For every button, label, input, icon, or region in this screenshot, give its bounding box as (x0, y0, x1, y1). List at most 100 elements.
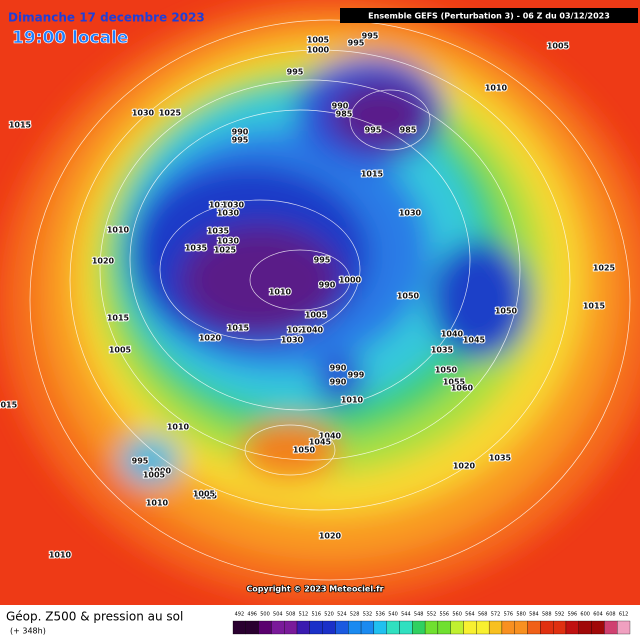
colorbar-cell (553, 620, 567, 635)
isobar-label: 999 (348, 371, 365, 380)
colorbar-cell (488, 620, 503, 635)
colorbar-cell (258, 620, 272, 635)
isobar-label: 1035 (207, 227, 230, 236)
colorbar-cell (412, 620, 426, 635)
colorbar-cell (527, 620, 541, 635)
isobar-label: 995 (362, 32, 379, 41)
colorbar-tick-label: 576 (504, 612, 514, 618)
isobar-label: 1015 (583, 302, 606, 311)
colorbar-cell (450, 620, 464, 635)
isobar-label: 995 (365, 126, 382, 135)
isobar-label: 1010 (269, 288, 292, 297)
colorbar-tick-label: 612 (619, 612, 629, 618)
isobar-label: 1005 (307, 36, 330, 45)
colorbar-cell (514, 620, 528, 635)
isobar-label: 1030 (217, 209, 240, 218)
colorbar-tick-label: 504 (273, 612, 283, 618)
colorbar-tick-label: 600 (580, 612, 590, 618)
colorbar-tick-label: 540 (388, 612, 398, 618)
colorbar-cell (476, 620, 490, 635)
colorbar-tick-label: 512 (299, 612, 309, 618)
colorbar-cell (501, 620, 515, 635)
colorbar-tick-label: 556 (440, 612, 450, 618)
isobar-label: 1005 (143, 471, 166, 480)
colorbar-tick-label: 508 (286, 612, 296, 618)
isobar-label: 1040 (319, 432, 342, 441)
isobar-label: 1005 (305, 311, 328, 320)
isobar-label: 990 (332, 102, 349, 111)
run-box (340, 8, 638, 23)
isobar-label: 1040 (441, 330, 464, 339)
isobar-label: 995 (314, 256, 331, 265)
isobar-label: 995 (348, 39, 365, 48)
isobar-label: 995 (287, 68, 304, 77)
colorbar-tick-label: 596 (568, 612, 578, 618)
colorbar-tick-label: 496 (247, 612, 257, 618)
isobar-label: 985 (400, 126, 417, 135)
colorbar-tick-label: 516 (311, 612, 321, 618)
isobar-label: 990 (319, 281, 336, 290)
isobar-label: 1015 (227, 324, 250, 333)
colorbar-cell (348, 620, 362, 635)
colorbar-tick-label: 532 (363, 612, 373, 618)
colorbar-cell (386, 620, 400, 635)
colorbar-cell (335, 620, 349, 635)
isobar-label: 990 (232, 128, 249, 137)
colorbar-tick-label: 492 (235, 612, 245, 618)
isobar-label: 1015 (107, 314, 130, 323)
lead-time: (+ 348h) (10, 627, 46, 636)
isobar-label: 990 (330, 378, 347, 387)
isobar-label: 1010 (107, 226, 130, 235)
colorbar-cell (399, 620, 413, 635)
colorbar-cell (617, 620, 631, 635)
colorbar-cell (578, 620, 592, 635)
colorbar-tick-label: 552 (427, 612, 437, 618)
isobar-label: 1010 (167, 423, 190, 432)
isobar-label: 1035 (185, 244, 208, 253)
isobar-label: 985 (336, 110, 353, 119)
isobar-label: 1045 (309, 438, 332, 447)
colorbar-tick-label: 608 (606, 612, 616, 618)
colorbar-cell (360, 620, 375, 635)
colorbar-tick-label: 588 (542, 612, 552, 618)
isobar-label: 1000 (307, 46, 330, 55)
isobar-label: 1010 (485, 84, 508, 93)
isobar-label: 1010 (146, 499, 169, 508)
isobar-label: 990 (330, 364, 347, 373)
isobar-label: 1050 (293, 446, 316, 455)
colorbar-cell (565, 620, 579, 635)
colorbar-tick-label: 564 (465, 612, 475, 618)
colorbar-cell (437, 620, 451, 635)
colorbar-cell (232, 620, 246, 635)
isobar-label: 1005 (547, 42, 570, 51)
isobar-label: 1025 (159, 109, 182, 118)
date: Dimanche 17 decembre 2023 (8, 11, 205, 25)
colorbar-tick-label: 560 (452, 612, 462, 618)
isobar-label: 1030 (132, 109, 155, 118)
isobar-label: 1020 (319, 532, 342, 541)
isobar-label: 1000 (339, 276, 362, 285)
isobar-label: 1025 (287, 326, 310, 335)
isobar-label: 1050 (397, 292, 420, 301)
isobar-label: 1015 (9, 121, 32, 130)
field (0, 0, 640, 605)
isobar-label: 1015 (195, 492, 218, 501)
isobar-label: 1005 (193, 490, 216, 499)
colorbar-tick-label: 604 (593, 612, 603, 618)
isobar-label: 995 (232, 136, 249, 145)
run-info: Ensemble GEFS (Perturbation 3) - 06 Z du… (368, 12, 610, 21)
isobar-label: 1050 (435, 366, 458, 375)
isobar-label: 1045 (463, 336, 486, 345)
colorbar-cell (373, 620, 387, 635)
colorbar-tick-label: 520 (324, 612, 334, 618)
isobar-label: 1035 (489, 454, 512, 463)
footer-title: Géop. Z500 & pression au sol (6, 610, 183, 624)
colorbar-tick-label: 568 (478, 612, 488, 618)
isobar-label: 1025 (593, 264, 616, 273)
colorbar-cell (540, 620, 554, 635)
colorbar-tick-label: 524 (337, 612, 347, 618)
colorbar-cell (245, 620, 259, 635)
colorbar-tick-label: 572 (491, 612, 501, 618)
